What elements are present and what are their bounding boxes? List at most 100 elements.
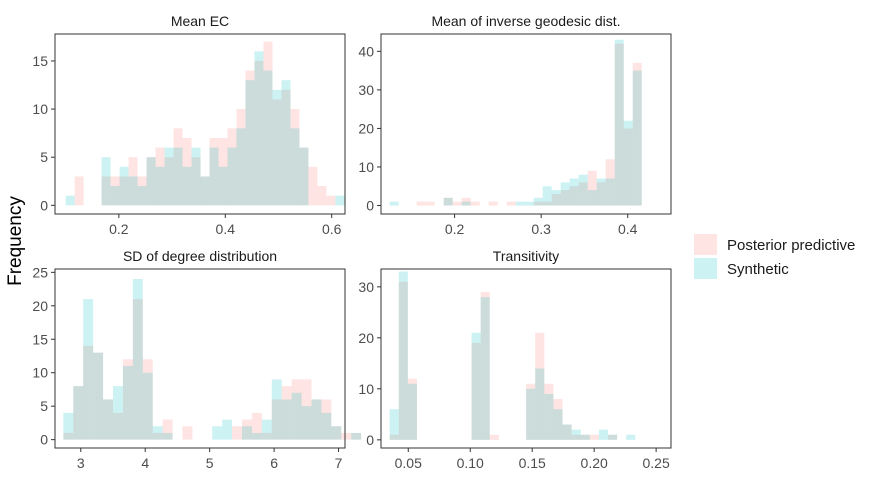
- y-tick-label: 10: [32, 101, 48, 117]
- histogram-bar: [101, 176, 111, 206]
- histogram-bar: [263, 41, 273, 206]
- y-tick-label: 20: [358, 330, 374, 346]
- panel-frame: [380, 268, 672, 449]
- histogram-bar: [162, 419, 173, 440]
- histogram-bar: [113, 412, 123, 440]
- panel-title: SD of degree distribution: [123, 248, 277, 264]
- series-synthetic: [65, 51, 345, 206]
- x-tick-label: 0.20: [581, 455, 608, 471]
- histogram-bar: [254, 60, 264, 206]
- histogram-bar: [152, 432, 163, 440]
- histogram-bar: [271, 399, 282, 440]
- y-tick-label: 40: [358, 43, 374, 59]
- series-synthetic: [389, 271, 636, 440]
- histogram-bar: [281, 386, 292, 440]
- histogram-bar: [113, 386, 123, 440]
- histogram-bar: [245, 80, 255, 206]
- histogram-bar: [261, 432, 272, 440]
- histogram-bar: [281, 399, 292, 440]
- histogram-bar: [132, 299, 143, 440]
- histogram-bar: [93, 352, 104, 440]
- x-tick-label: 0.10: [457, 455, 484, 471]
- histogram-bar: [122, 359, 133, 440]
- histogram-bar: [182, 166, 192, 206]
- histogram-bar: [317, 186, 327, 206]
- legend-key-posterior-predictive: [694, 234, 717, 255]
- histogram-bar: [587, 190, 597, 206]
- histogram-bar: [122, 366, 133, 440]
- histogram-bar: [128, 176, 138, 206]
- x-tick-label: 0.6: [322, 221, 342, 237]
- panel-title: Mean of inverse geodesic dist.: [431, 13, 620, 29]
- y-tick-label: 30: [358, 279, 374, 295]
- histogram-bar: [578, 174, 588, 206]
- histogram-bar: [308, 166, 318, 206]
- panel-title: Mean EC: [171, 13, 229, 29]
- histogram-bar: [242, 419, 252, 440]
- histogram-bar: [164, 147, 174, 206]
- histogram-bar: [389, 409, 399, 440]
- histogram-bar: [299, 147, 309, 206]
- histogram-bar: [137, 186, 147, 206]
- x-tick-label: 0.3: [531, 221, 551, 237]
- histogram-bar: [489, 434, 499, 440]
- histogram-bar: [596, 178, 606, 206]
- x-tick-label: 0.15: [519, 455, 546, 471]
- histogram-bar: [182, 426, 193, 440]
- histogram-bar: [173, 147, 183, 206]
- series-synthetic: [63, 279, 362, 440]
- histogram-bar: [326, 195, 336, 206]
- histogram-bar: [623, 120, 633, 206]
- histogram-bar: [110, 186, 120, 206]
- histogram-bar: [407, 383, 417, 440]
- panel-frame: [54, 33, 346, 215]
- histogram-bar: [535, 368, 545, 440]
- histogram-bar: [321, 399, 332, 440]
- histogram-bar: [83, 299, 94, 440]
- histogram-bar: [553, 409, 563, 440]
- histogram-bar: [63, 432, 74, 440]
- histogram-bar: [301, 406, 312, 440]
- histogram-bar: [73, 386, 84, 440]
- histogram-bar: [83, 345, 94, 440]
- histogram-bar: [471, 332, 481, 440]
- histogram-bar: [103, 399, 113, 440]
- histogram-bar: [218, 137, 228, 206]
- histogram-bar: [142, 359, 153, 440]
- x-tick-label: 5: [206, 455, 214, 471]
- y-tick-label: 10: [32, 365, 48, 381]
- histogram-bar: [596, 182, 606, 206]
- histogram-bar: [569, 186, 579, 206]
- histogram-bar: [470, 201, 480, 206]
- y-tick-label: 30: [358, 82, 374, 98]
- histogram-bar: [544, 393, 554, 440]
- histogram-bar: [580, 434, 590, 440]
- histogram-bar: [311, 399, 322, 440]
- histogram-bar: [200, 176, 210, 206]
- histogram-bar: [119, 166, 129, 206]
- y-tick-label: 25: [32, 264, 48, 280]
- histogram-bar: [311, 399, 322, 440]
- y-tick-label: 10: [358, 159, 374, 175]
- histogram-bar: [452, 201, 462, 206]
- histogram-bar: [142, 372, 153, 440]
- histogram-bar: [560, 182, 570, 206]
- histogram-bar: [614, 43, 624, 206]
- histogram-bar: [533, 197, 543, 206]
- series-posterior-predictive: [389, 281, 618, 440]
- histogram-bar: [578, 182, 588, 206]
- histogram-bar: [471, 342, 481, 440]
- histogram-bar: [110, 176, 120, 206]
- panels: Mean EC 0.2 0.4 0.6 0 5 10 15 Mean of inverse ge…: [32, 13, 672, 471]
- histogram-bar: [281, 89, 291, 206]
- panel-frame: [380, 33, 672, 215]
- x-tick-label: 0.4: [216, 221, 236, 237]
- x-tick-label: 3: [77, 455, 85, 471]
- histogram-bar: [605, 178, 615, 206]
- series-synthetic: [389, 39, 642, 206]
- panel-frame: [54, 268, 346, 449]
- histogram-bar: [407, 378, 417, 440]
- series-posterior-predictive: [63, 299, 362, 440]
- histogram-bar: [571, 434, 581, 440]
